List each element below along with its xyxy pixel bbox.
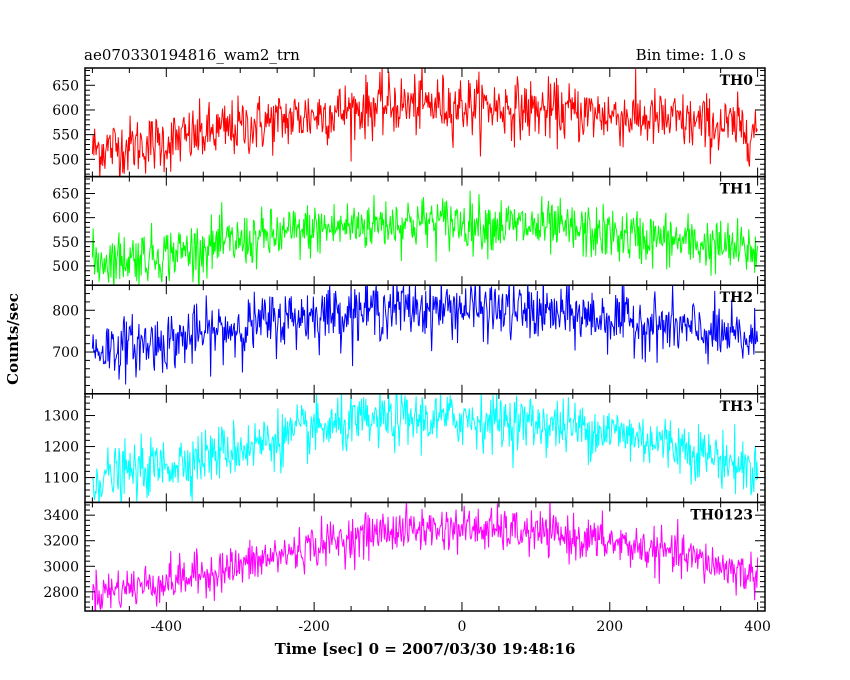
y-tick-label: 1100 — [43, 471, 79, 487]
y-tick-label: 3000 — [43, 559, 79, 575]
series-line-th2 — [91, 285, 759, 385]
y-tick-label: 500 — [52, 152, 79, 168]
x-axis: -400 -200 0 200 400 — [151, 619, 771, 635]
y-tick-label: 600 — [52, 103, 79, 119]
x-tick-label: -200 — [298, 619, 329, 635]
panel-label: TH2 — [720, 290, 753, 306]
series-line-th0123 — [91, 502, 759, 611]
panel-frame — [84, 501, 766, 612]
y-tick-label: 3200 — [43, 534, 79, 550]
header-title: ae070330194816_wam2_trn — [84, 46, 300, 64]
y-tick-label: 3400 — [43, 508, 79, 524]
x-tick-label: -400 — [151, 619, 182, 635]
x-tick-label: 400 — [744, 619, 771, 635]
panel-label: TH1 — [720, 182, 753, 198]
panel-label: TH0123 — [690, 507, 753, 523]
panel-frame — [84, 175, 766, 286]
panel-th3: 1100 1200 1300 TH3 — [43, 393, 766, 504]
y-tick-label: 600 — [52, 211, 79, 227]
x-tick-label: 0 — [457, 619, 466, 635]
y-tick-label: 1300 — [43, 409, 79, 425]
series-line-th0 — [91, 68, 759, 177]
panel-frame — [84, 67, 766, 178]
panel-th2: 700 800 TH2 — [52, 284, 766, 395]
y-tick-label: 500 — [52, 259, 79, 275]
panel-th0123: 2800 3000 3200 3400 TH0123 — [43, 501, 766, 612]
y-tick-label: 550 — [52, 235, 79, 251]
y-tick-label: 1200 — [43, 440, 79, 456]
x-tick-label: 200 — [596, 619, 623, 635]
y-tick-label: 650 — [52, 78, 79, 94]
panel-th0: 500 550 600 650 TH0 — [52, 67, 766, 178]
y-tick-label: 800 — [52, 303, 79, 319]
y-axis-title: Counts/sec — [4, 293, 22, 385]
x-axis-title: Time [sec] 0 = 2007/03/30 19:48:16 — [275, 640, 576, 658]
panel-label: TH3 — [720, 399, 753, 415]
series-line-th3 — [91, 393, 759, 503]
y-tick-label: 650 — [52, 186, 79, 202]
panels-group: 500 550 600 650 TH0 500 550 600 650 TH1 700 800 TH2 1… — [43, 67, 766, 612]
header-bin-time: Bin time: 1.0 s — [636, 46, 746, 64]
y-tick-label: 2800 — [43, 585, 79, 601]
y-tick-label: 700 — [52, 345, 79, 361]
series-line-th1 — [91, 190, 759, 286]
y-tick-label: 550 — [52, 128, 79, 144]
panel-th1: 500 550 600 650 TH1 — [52, 175, 766, 286]
panel-label: TH0 — [720, 73, 754, 89]
